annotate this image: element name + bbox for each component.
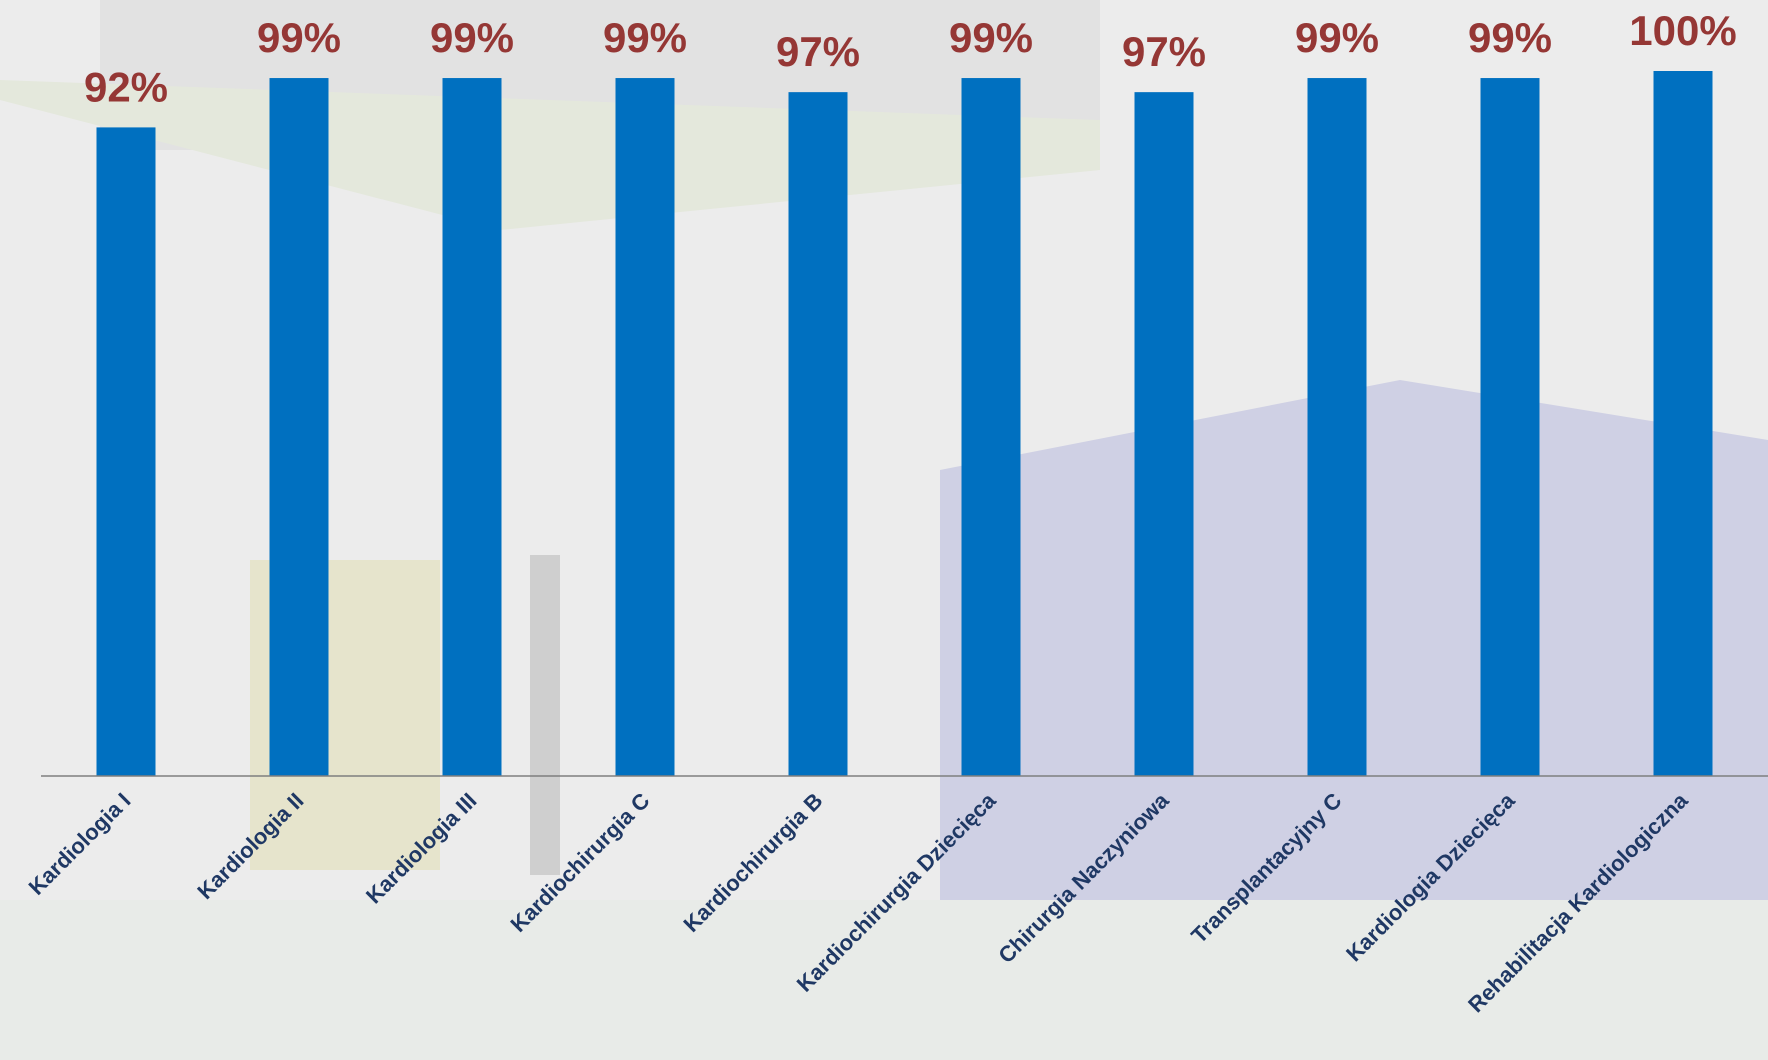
bar [1134,92,1194,776]
bar [442,78,502,777]
value-label: 97% [1122,28,1206,75]
value-label: 97% [776,28,860,75]
bar [615,78,675,777]
bar [961,78,1021,777]
value-label: 100% [1629,7,1736,54]
bar [788,92,848,776]
value-label: 99% [603,14,687,61]
bar [269,78,329,777]
value-label: 99% [430,14,514,61]
value-label: 99% [949,14,1033,61]
bar [1307,78,1367,777]
value-label: 99% [1295,14,1379,61]
value-label: 99% [1468,14,1552,61]
value-label: 99% [257,14,341,61]
bar [96,127,156,776]
value-label: 92% [84,63,168,110]
bar [1480,78,1540,777]
bar [1653,71,1713,776]
